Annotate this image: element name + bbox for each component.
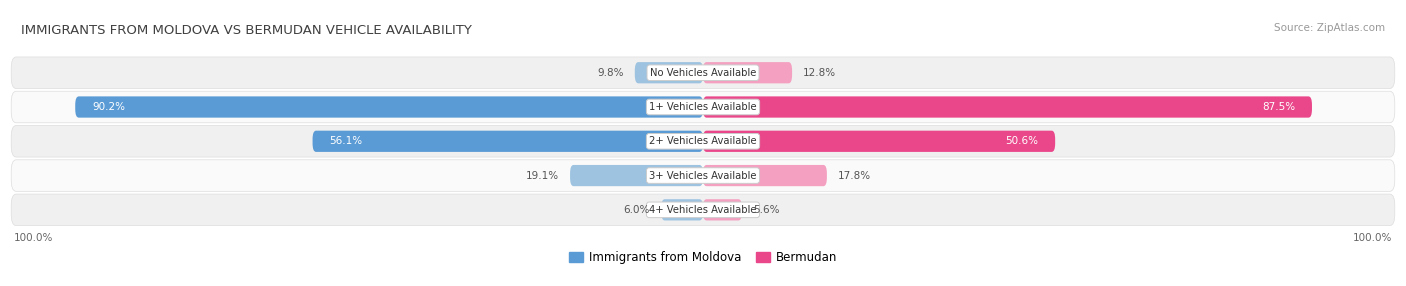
FancyBboxPatch shape	[11, 57, 1395, 88]
Text: 12.8%: 12.8%	[803, 68, 837, 78]
Text: 87.5%: 87.5%	[1263, 102, 1295, 112]
FancyBboxPatch shape	[703, 131, 1054, 152]
Legend: Immigrants from Moldova, Bermudan: Immigrants from Moldova, Bermudan	[564, 247, 842, 269]
FancyBboxPatch shape	[703, 165, 827, 186]
FancyBboxPatch shape	[11, 160, 1395, 191]
Text: 4+ Vehicles Available: 4+ Vehicles Available	[650, 205, 756, 215]
FancyBboxPatch shape	[11, 126, 1395, 157]
FancyBboxPatch shape	[312, 131, 703, 152]
Text: No Vehicles Available: No Vehicles Available	[650, 68, 756, 78]
Text: 17.8%: 17.8%	[838, 170, 872, 180]
FancyBboxPatch shape	[703, 62, 792, 83]
FancyBboxPatch shape	[11, 194, 1395, 226]
FancyBboxPatch shape	[569, 165, 703, 186]
Text: 50.6%: 50.6%	[1005, 136, 1039, 146]
Text: 9.8%: 9.8%	[598, 68, 624, 78]
Text: 1+ Vehicles Available: 1+ Vehicles Available	[650, 102, 756, 112]
FancyBboxPatch shape	[661, 199, 703, 221]
FancyBboxPatch shape	[703, 96, 1312, 118]
Text: IMMIGRANTS FROM MOLDOVA VS BERMUDAN VEHICLE AVAILABILITY: IMMIGRANTS FROM MOLDOVA VS BERMUDAN VEHI…	[21, 24, 472, 37]
FancyBboxPatch shape	[76, 96, 703, 118]
FancyBboxPatch shape	[634, 62, 703, 83]
Text: 56.1%: 56.1%	[329, 136, 363, 146]
Text: Source: ZipAtlas.com: Source: ZipAtlas.com	[1274, 23, 1385, 33]
Text: 2+ Vehicles Available: 2+ Vehicles Available	[650, 136, 756, 146]
FancyBboxPatch shape	[11, 91, 1395, 123]
Text: 100.0%: 100.0%	[14, 233, 53, 243]
FancyBboxPatch shape	[703, 199, 742, 221]
Text: 3+ Vehicles Available: 3+ Vehicles Available	[650, 170, 756, 180]
Text: 100.0%: 100.0%	[1353, 233, 1392, 243]
Text: 90.2%: 90.2%	[91, 102, 125, 112]
Text: 5.6%: 5.6%	[754, 205, 779, 215]
Text: 19.1%: 19.1%	[526, 170, 560, 180]
Text: 6.0%: 6.0%	[624, 205, 650, 215]
